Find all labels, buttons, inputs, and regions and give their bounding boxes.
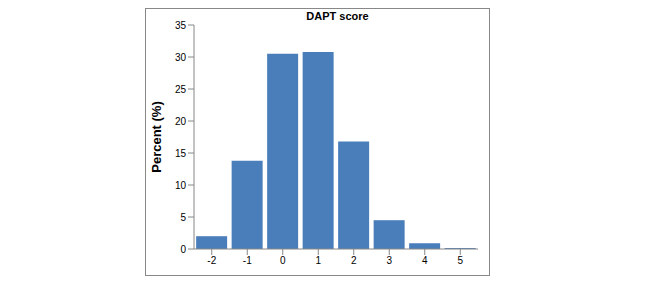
svg-text:3: 3: [386, 255, 392, 266]
svg-text:0: 0: [280, 255, 286, 266]
svg-text:Percent (%): Percent (%): [149, 101, 164, 173]
svg-text:1: 1: [315, 255, 321, 266]
svg-text:10: 10: [175, 180, 187, 191]
svg-text:-1: -1: [243, 255, 252, 266]
html-text:DAPT score: DAPT score: [306, 10, 369, 22]
svg-text:0: 0: [180, 244, 186, 255]
svg-text:-2: -2: [207, 255, 216, 266]
svg-text:2: 2: [351, 255, 357, 266]
svg-text:35: 35: [175, 20, 187, 31]
svg-text:4: 4: [422, 255, 428, 266]
svg-text:20: 20: [175, 116, 187, 127]
svg-text:5: 5: [180, 212, 186, 223]
svg-text:15: 15: [175, 148, 187, 159]
svg-text:25: 25: [175, 84, 187, 95]
svg-text:30: 30: [175, 52, 187, 63]
svg-text:5: 5: [457, 255, 463, 266]
